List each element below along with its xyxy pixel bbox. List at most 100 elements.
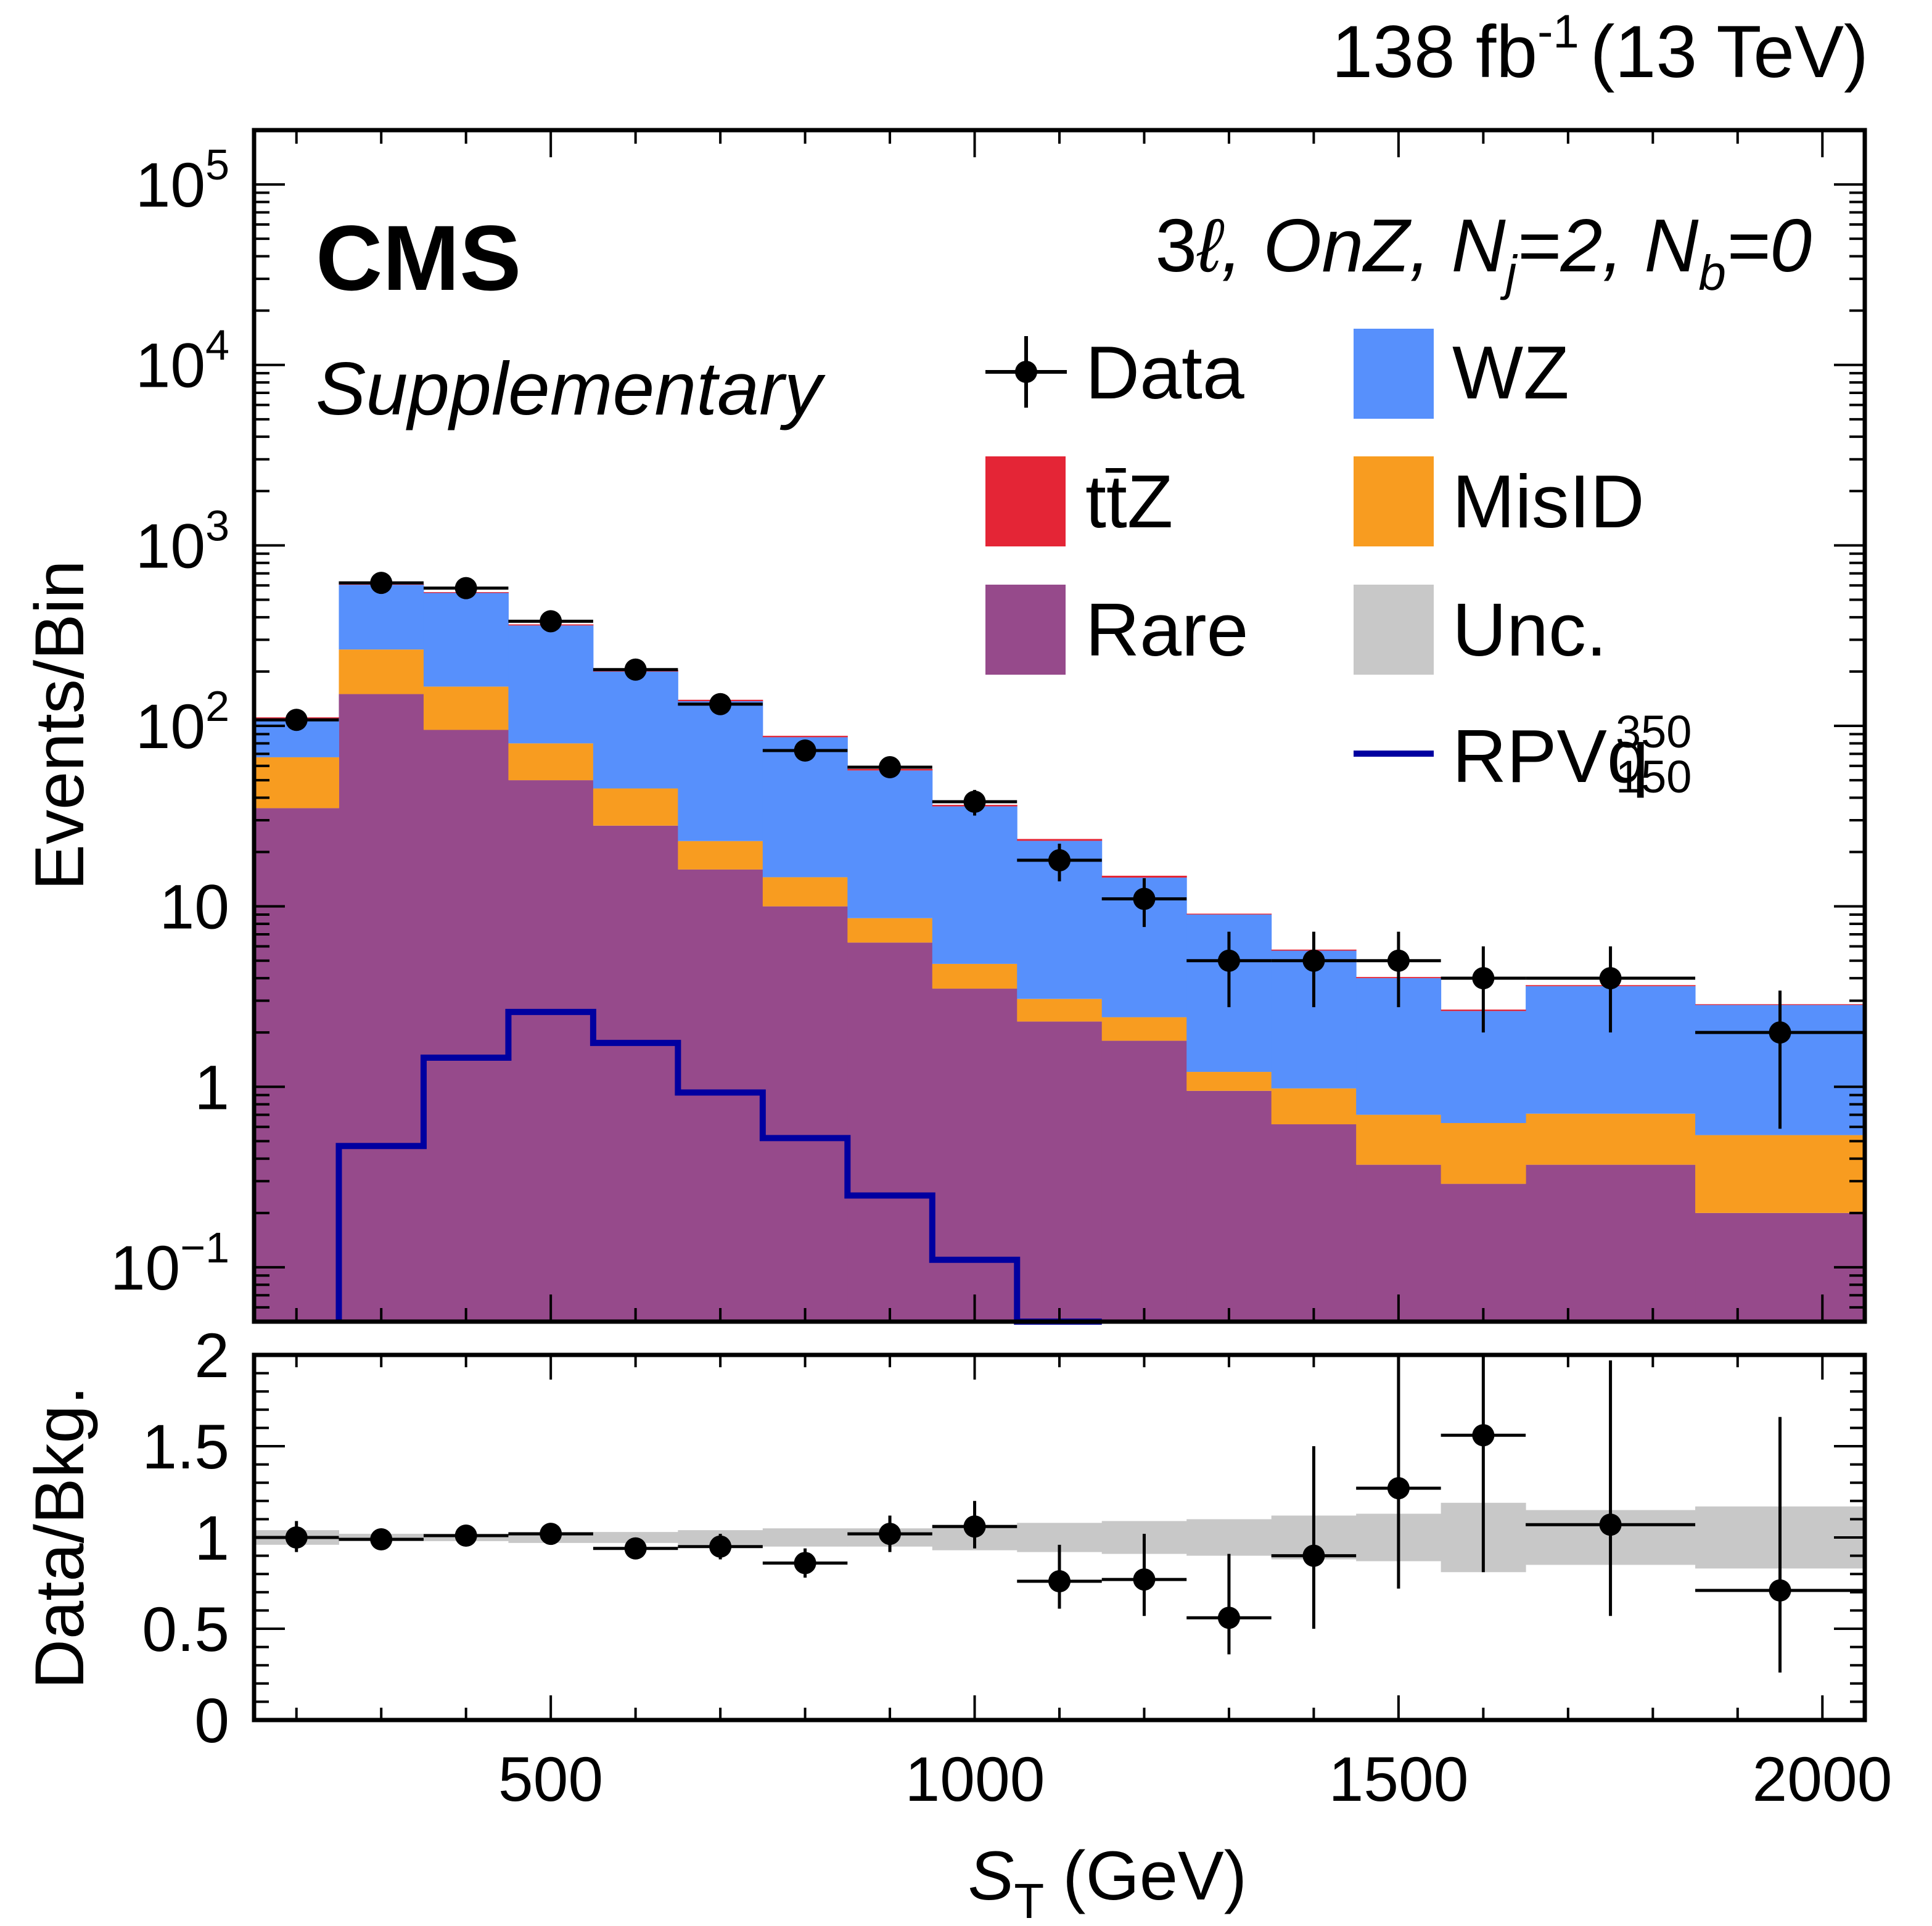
- stack-bar-misid: [678, 841, 763, 870]
- main-tick-label: 104: [136, 321, 229, 401]
- ratio-point: [540, 1523, 562, 1545]
- stack-bar-rare: [762, 906, 848, 1322]
- ratio-point: [963, 1515, 986, 1538]
- data-point: [1599, 967, 1622, 990]
- stack-bar-ttz: [1186, 913, 1272, 915]
- stack-bar-misid: [1017, 998, 1103, 1022]
- ratio-point: [1472, 1424, 1495, 1447]
- data-point: [1217, 949, 1240, 972]
- legend-swatch-misid: [1354, 456, 1434, 546]
- data-point: [454, 577, 477, 599]
- ratio-point: [1769, 1579, 1791, 1602]
- stack-bar-rare: [1017, 1021, 1103, 1322]
- legend-data-marker-dot: [1015, 361, 1037, 383]
- ratio-uncertainty-band: [762, 1528, 848, 1547]
- data-point: [879, 756, 902, 779]
- ratio-plot-area: [254, 1355, 1865, 1673]
- legend-entry-data: Data: [985, 331, 1244, 414]
- ratio-axis-ticks: [254, 1354, 1865, 1721]
- ratio-tick-label: 1: [194, 1503, 229, 1573]
- data-point: [709, 693, 732, 715]
- stack-bar-misid: [1271, 1088, 1357, 1125]
- x-tick-label: 2000: [1753, 1744, 1893, 1814]
- ratio-tick-label: 0.5: [142, 1594, 229, 1665]
- legend-label-ttz: tt̄Z: [1085, 459, 1173, 543]
- x-tick-label: 500: [498, 1744, 603, 1814]
- stack-bar-misid: [508, 743, 594, 781]
- legend: Data WZ tt̄Z MisID Rare Unc. RPVq350 150: [985, 329, 1692, 802]
- ratio-point: [794, 1552, 816, 1574]
- stack-bar-misid: [847, 918, 933, 943]
- ratio-point: [1217, 1607, 1240, 1629]
- stack-bar-rare: [1186, 1090, 1272, 1322]
- data-point: [794, 739, 816, 762]
- stack-bar-wz: [339, 585, 424, 650]
- stack-bar-misid: [339, 649, 424, 694]
- main-tick-label: 103: [136, 501, 229, 581]
- stack-bar-misid: [932, 963, 1017, 989]
- data-point: [624, 658, 647, 681]
- main-y-axis-title: Events/Bin: [21, 560, 98, 890]
- stack-bar-wz: [593, 671, 678, 789]
- data-point: [1472, 967, 1495, 990]
- main-tick-label: 1: [194, 1052, 229, 1122]
- stack-bar-wz: [678, 701, 763, 841]
- data-point: [1387, 949, 1410, 972]
- ratio-point: [1048, 1570, 1071, 1593]
- data-point: [285, 709, 308, 731]
- stack-bar-misid: [1101, 1017, 1187, 1041]
- stack-bar-wz: [508, 625, 594, 744]
- ratio-point: [1133, 1568, 1156, 1591]
- stack-bar-misid: [1441, 1122, 1526, 1184]
- main-tick-label: 10−1: [110, 1224, 229, 1303]
- stack-bar-rare: [423, 730, 509, 1322]
- legend-entry-unc: Unc.: [1354, 585, 1607, 675]
- legend-label-signal: RPVq350 150: [1452, 706, 1692, 802]
- stack-bar-rare: [254, 808, 339, 1322]
- luminosity-label: 138 fb-1 (13 TeV): [1331, 6, 1868, 93]
- stack-bar-misid: [1356, 1114, 1442, 1165]
- legend-entry-signal: RPVq350 150: [1354, 706, 1692, 802]
- stack-bar-rare: [1271, 1124, 1357, 1322]
- ratio-y-tick-labels: 2 1.5 1 0.5 0: [142, 1320, 229, 1756]
- data-point: [963, 790, 986, 813]
- legend-entry-rare: Rare: [985, 585, 1248, 675]
- data-point: [1133, 887, 1156, 910]
- data-point: [1769, 1021, 1791, 1044]
- main-tick-label: 102: [136, 682, 229, 762]
- stack-bar-misid: [1695, 1135, 1865, 1213]
- ratio-point: [1302, 1544, 1325, 1567]
- ratio-point: [1387, 1477, 1410, 1500]
- ratio-tick-label: 1.5: [142, 1412, 229, 1482]
- ratio-tick-label: 2: [194, 1320, 229, 1391]
- legend-swatch-rare: [985, 585, 1066, 675]
- ratio-tick-label: 0: [194, 1685, 229, 1756]
- ratio-point: [454, 1525, 477, 1547]
- legend-label-unc: Unc.: [1452, 588, 1607, 672]
- stack-bar-rare: [847, 942, 933, 1322]
- ratio-point: [709, 1535, 732, 1558]
- ratio-point: [879, 1523, 902, 1545]
- stack-bar-rare: [1101, 1040, 1187, 1322]
- x-tick-label: 1500: [1329, 1744, 1469, 1814]
- x-tick-labels: 500 1000 1500 2000: [498, 1744, 1893, 1814]
- stack-bar-ttz: [1017, 839, 1103, 841]
- legend-swatch-wz: [1354, 329, 1434, 419]
- legend-entry-misid: MisID: [1354, 456, 1645, 546]
- legend-entry-wz: WZ: [1354, 329, 1569, 419]
- legend-entry-ttz: tt̄Z: [985, 456, 1173, 546]
- stack-bar-misid: [762, 877, 848, 907]
- status-label: Supplementary: [316, 347, 826, 430]
- ratio-point: [624, 1537, 647, 1560]
- experiment-label: CMS: [316, 206, 521, 310]
- data-point: [370, 572, 393, 595]
- x-tick-label: 1000: [905, 1744, 1045, 1814]
- legend-label-misid: MisID: [1452, 459, 1645, 543]
- stack-bar-rare: [1526, 1164, 1696, 1322]
- ratio-y-axis-title: Data/Bkg.: [21, 1386, 98, 1689]
- legend-label-wz: WZ: [1452, 331, 1569, 414]
- stack-bar-wz: [423, 593, 509, 687]
